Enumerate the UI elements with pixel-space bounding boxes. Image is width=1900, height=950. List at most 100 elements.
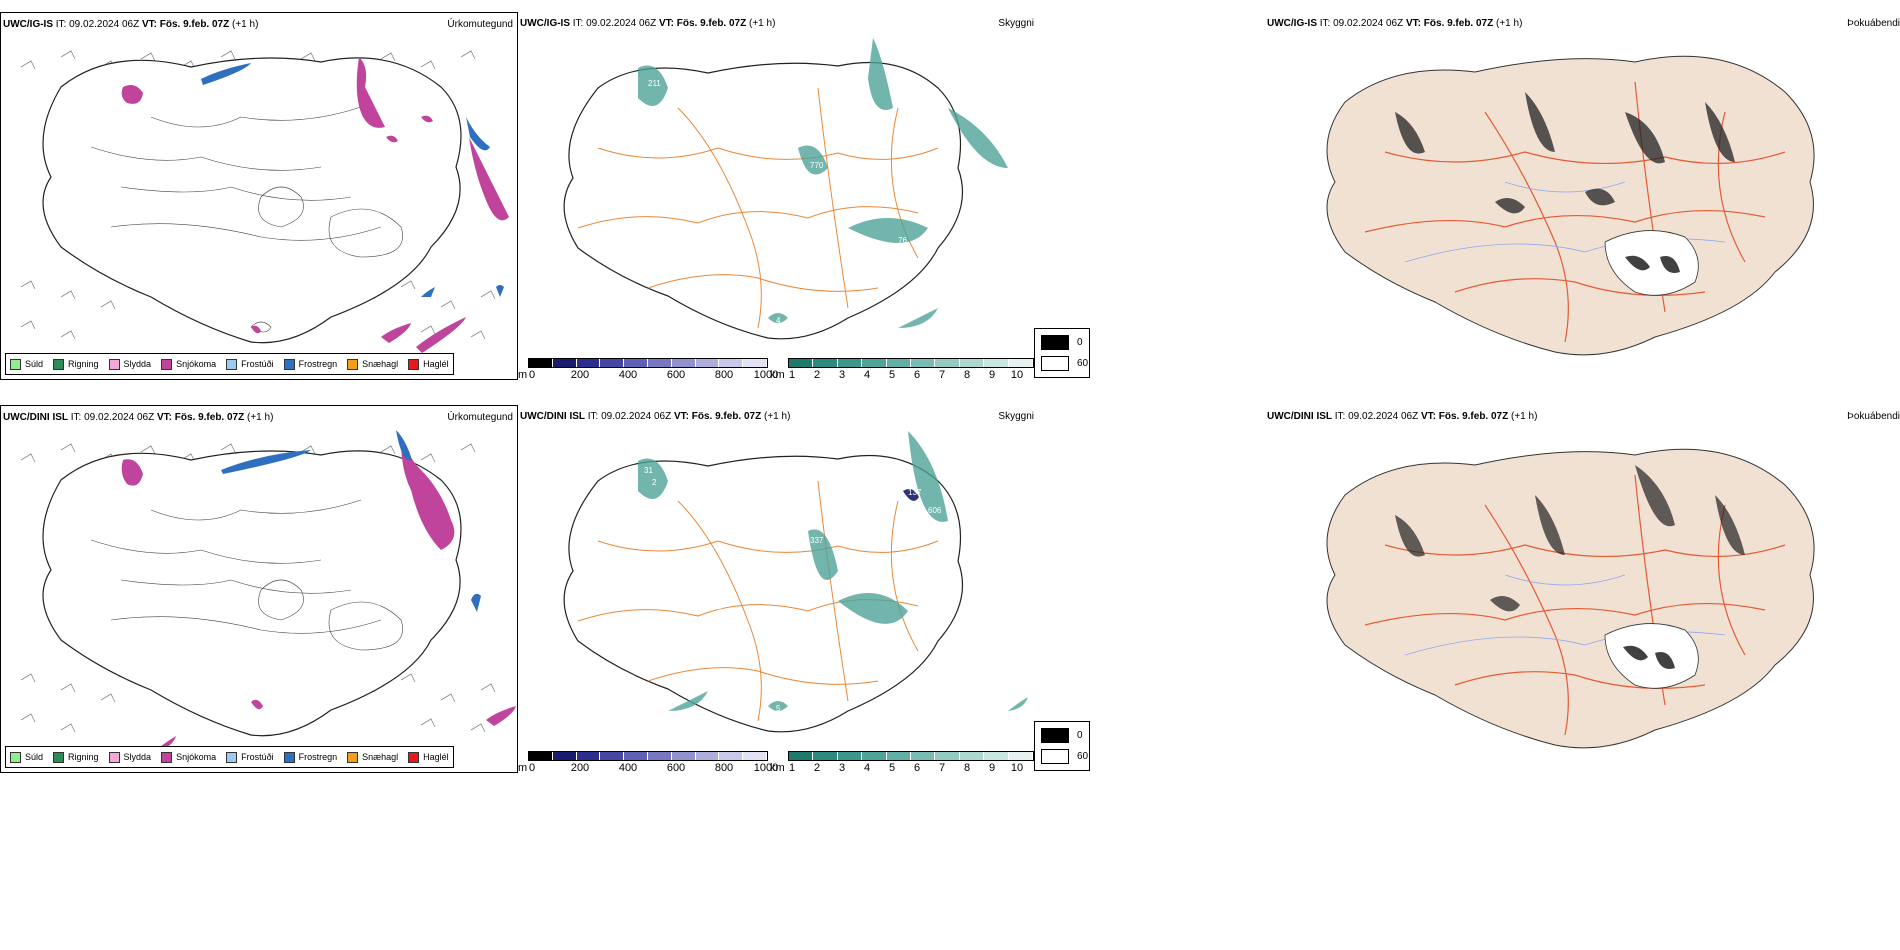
cloud-base-height-scale-top: m 0 200 400 600 800 1000 [518, 358, 778, 381]
header-precip-bottom: UWC/DINI ISL IT: 09.02.2024 06Z VT: Fös.… [3, 412, 274, 423]
legend-item: Frostregn [283, 751, 337, 763]
scale-cells [788, 358, 1034, 368]
legend-item: Snæhagl [347, 358, 399, 370]
fog-key-swatch [1041, 335, 1069, 350]
legend-label: Haglél [423, 359, 449, 369]
fog-key-label: 0 [1077, 730, 1083, 741]
legend-item: Frostúði [226, 358, 274, 370]
legend-label: Frostúði [241, 359, 274, 369]
fog-key-swatch [1041, 749, 1069, 764]
scale-unit: m [518, 369, 528, 381]
legend-item: Rigning [53, 358, 99, 370]
cloud-base-label: 770 [810, 161, 824, 170]
scale-unit: km [770, 762, 785, 774]
fog-key-top: 0 60 [1034, 328, 1090, 378]
legend-item: Frostregn [283, 358, 338, 370]
header-fog-bottom: UWC/DINI ISL IT: 09.02.2024 06Z VT: Fös.… [1267, 411, 1538, 422]
header-fog-top: UWC/IG-IS IT: 09.02.2024 06Z VT: Fös. 9.… [1267, 18, 1523, 29]
fog-key-label: 60 [1077, 358, 1089, 369]
precip-type-legend-top: Súld Rigning Slydda Snjókoma Frostúði Fr… [5, 353, 454, 375]
legend-label: Súld [25, 359, 44, 369]
cloud-base-label: 606 [928, 506, 942, 515]
legend-swatch [408, 751, 420, 763]
panel-title-cloud-bottom: Skyggni [998, 411, 1034, 422]
cloud-base-label: 315 [858, 184, 872, 193]
cloud-base-label: 4 [874, 659, 879, 668]
scale-unit: m [518, 762, 528, 774]
legend-swatch [283, 751, 295, 763]
cloud-base-label: 76 [898, 236, 907, 245]
legend-label: Rigning [68, 752, 99, 762]
legend-item: Slydda [108, 358, 152, 370]
scale-cells [528, 358, 768, 368]
legend-swatch [108, 358, 120, 370]
legend-swatch [226, 751, 238, 763]
legend-item: Frostúði [226, 751, 274, 763]
legend-swatch [347, 358, 359, 370]
cloud-base-label: 11 [858, 566, 867, 575]
legend-swatch [347, 751, 359, 763]
legend-label: Snjókoma [176, 359, 217, 369]
cloud-map-top: 211 6 770 315 76 75 4 [563, 38, 1008, 340]
panel-title-precip-bottom: Úrkomutegund [447, 412, 513, 423]
legend-swatch [10, 358, 21, 370]
legend-item: Haglél [408, 358, 449, 370]
legend-swatch [10, 751, 21, 763]
cloud-base-label: 6 [778, 514, 783, 523]
legend-label: Slydda [123, 752, 152, 762]
cloud-base-height-scale-bottom: m 0 200 400 600 800 1000 [518, 751, 778, 774]
fog-map-top [1326, 55, 1815, 356]
legend-label: Snæhagl [362, 752, 399, 762]
legend-item: Haglél [408, 751, 449, 763]
legend-label: Súld [25, 752, 44, 762]
precip-map-bottom [20, 430, 516, 754]
legend-label: Snæhagl [362, 359, 399, 369]
header-cloud-bottom: UWC/DINI ISL IT: 09.02.2024 06Z VT: Fös.… [520, 411, 791, 422]
fog-panel-bottom: UWC/DINI ISL IT: 09.02.2024 06Z VT: Fös.… [1265, 405, 1900, 773]
cloud-base-label: 31 [644, 466, 653, 475]
legend-label: Frostúði [241, 752, 274, 762]
fog-key-label: 0 [1077, 337, 1083, 348]
precip-panel-bottom: UWC/DINI ISL IT: 09.02.2024 06Z VT: Fös.… [0, 405, 518, 773]
cloud-panel-top: UWC/IG-IS IT: 09.02.2024 06Z VT: Fös. 9.… [518, 12, 1090, 381]
legend-item: Slydda [108, 751, 152, 763]
fog-key-swatch [1041, 356, 1069, 371]
legend-item: Rigning [53, 751, 99, 763]
panel-title-cloud-top: Skyggni [998, 18, 1034, 29]
precip-map-top [20, 50, 509, 353]
scale-unit: km [770, 369, 785, 381]
legend-item: Súld [10, 751, 44, 763]
cloud-map-bottom: 31 2 6 137 606 337 11 5 4 5 [563, 431, 1028, 733]
cloud-base-label: 337 [810, 536, 824, 545]
cloud-base-label: 211 [648, 79, 661, 88]
legend-swatch [283, 358, 295, 370]
cloud-base-label: 5 [776, 704, 781, 713]
fog-key-swatch [1041, 728, 1069, 743]
legend-swatch [53, 358, 65, 370]
fog-key-label: 60 [1077, 751, 1089, 762]
precip-type-legend-bottom: Súld Rigning Slydda Snjókoma Frostúði Fr… [5, 746, 454, 768]
cloud-base-label: 75 [718, 223, 727, 232]
fog-panel-top: UWC/IG-IS IT: 09.02.2024 06Z VT: Fös. 9.… [1265, 12, 1900, 380]
fog-key-bottom: 0 60 [1034, 721, 1090, 771]
cloud-base-label: 4 [776, 316, 781, 325]
legend-label: Slydda [123, 359, 152, 369]
legend-swatch [226, 358, 238, 370]
legend-item: Súld [10, 358, 44, 370]
visibility-scale-top: km 1 2 3 4 5 6 7 8 9 10 [770, 358, 1034, 381]
panel-title-fog-top: Þokuábendi [1847, 18, 1900, 29]
legend-item: Snæhagl [347, 751, 399, 763]
cloud-base-label: 5 [718, 607, 723, 616]
legend-label: Frostregn [298, 359, 338, 369]
visibility-scale-bottom: km 1 2 3 4 5 6 7 8 9 10 [770, 751, 1034, 774]
legend-label: Haglél [423, 752, 449, 762]
scale-cells [528, 751, 768, 761]
legend-label: Rigning [68, 359, 99, 369]
legend-swatch [408, 358, 420, 370]
legend-item: Snjókoma [161, 358, 217, 370]
header-precip-top: UWC/IG-IS IT: 09.02.2024 06Z VT: Fös. 9.… [3, 19, 259, 30]
panel-title-precip-top: Úrkomutegund [447, 19, 513, 30]
legend-item: Snjókoma [161, 751, 216, 763]
precip-panel-top: UWC/IG-IS IT: 09.02.2024 06Z VT: Fös. 9.… [0, 12, 518, 380]
legend-swatch [161, 358, 173, 370]
